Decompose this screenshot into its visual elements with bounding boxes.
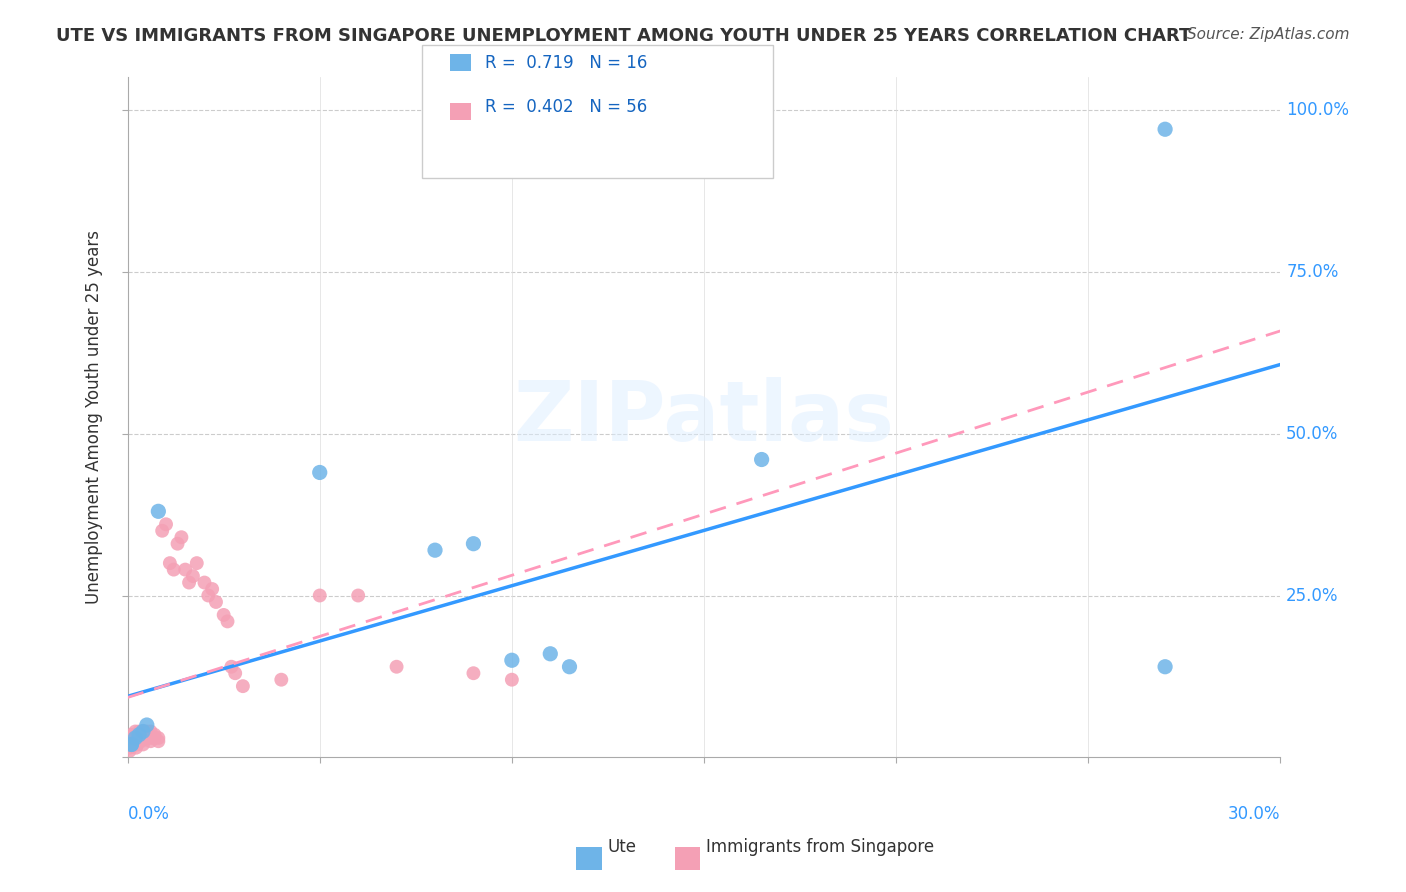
Point bbox=[132, 724, 155, 739]
Point bbox=[128, 724, 150, 739]
Point bbox=[148, 731, 170, 745]
Point bbox=[139, 731, 162, 745]
Point bbox=[385, 659, 408, 673]
Point bbox=[148, 504, 170, 518]
Point bbox=[143, 728, 166, 742]
Text: Immigrants from Singapore: Immigrants from Singapore bbox=[706, 838, 934, 856]
Text: 100.0%: 100.0% bbox=[1286, 101, 1350, 119]
Point bbox=[558, 659, 581, 673]
Point bbox=[217, 615, 239, 629]
Point bbox=[538, 647, 561, 661]
Point bbox=[120, 734, 142, 748]
Point bbox=[148, 734, 170, 748]
Point bbox=[159, 556, 181, 570]
Point bbox=[501, 653, 523, 667]
Point bbox=[1154, 659, 1177, 673]
Point bbox=[124, 731, 146, 745]
Point bbox=[308, 466, 330, 480]
Point bbox=[150, 524, 173, 538]
Point bbox=[205, 595, 228, 609]
Point bbox=[124, 728, 146, 742]
Point bbox=[186, 556, 208, 570]
Point bbox=[129, 734, 152, 748]
Text: Source: ZipAtlas.com: Source: ZipAtlas.com bbox=[1187, 27, 1350, 42]
Point bbox=[170, 530, 193, 544]
Point bbox=[135, 718, 157, 732]
Text: R =  0.402   N = 56: R = 0.402 N = 56 bbox=[485, 98, 647, 116]
Point bbox=[751, 452, 773, 467]
Point bbox=[118, 740, 141, 755]
Point bbox=[139, 734, 162, 748]
Point bbox=[120, 738, 142, 752]
Text: ZIPatlas: ZIPatlas bbox=[513, 377, 894, 458]
Text: 25.0%: 25.0% bbox=[1286, 587, 1339, 605]
Point bbox=[128, 728, 150, 742]
Point bbox=[174, 563, 197, 577]
Point bbox=[143, 731, 166, 745]
Point bbox=[463, 537, 485, 551]
Point bbox=[122, 734, 145, 748]
Point bbox=[155, 517, 177, 532]
Point bbox=[224, 666, 246, 681]
Text: 0.0%: 0.0% bbox=[128, 805, 170, 823]
Point bbox=[124, 731, 146, 745]
Point bbox=[132, 731, 155, 745]
Text: 30.0%: 30.0% bbox=[1227, 805, 1281, 823]
Point bbox=[193, 575, 215, 590]
Point bbox=[120, 728, 142, 742]
Point bbox=[127, 738, 149, 752]
Point bbox=[132, 738, 155, 752]
Point bbox=[135, 728, 157, 742]
Point bbox=[501, 673, 523, 687]
Point bbox=[163, 563, 186, 577]
Point bbox=[197, 589, 219, 603]
Point bbox=[135, 731, 157, 745]
Point bbox=[120, 738, 142, 752]
Point bbox=[132, 724, 155, 739]
Text: Ute: Ute bbox=[607, 838, 637, 856]
Point bbox=[212, 607, 235, 622]
Text: 75.0%: 75.0% bbox=[1286, 263, 1339, 281]
Point bbox=[177, 575, 200, 590]
Point bbox=[270, 673, 292, 687]
Point bbox=[423, 543, 446, 558]
Point bbox=[118, 744, 141, 758]
Point bbox=[124, 724, 146, 739]
Text: UTE VS IMMIGRANTS FROM SINGAPORE UNEMPLOYMENT AMONG YOUTH UNDER 25 YEARS CORRELA: UTE VS IMMIGRANTS FROM SINGAPORE UNEMPLO… bbox=[56, 27, 1192, 45]
Point bbox=[128, 728, 150, 742]
Point bbox=[347, 589, 370, 603]
Point bbox=[139, 724, 162, 739]
Point bbox=[221, 659, 243, 673]
Text: R =  0.719   N = 16: R = 0.719 N = 16 bbox=[485, 54, 647, 71]
Point bbox=[166, 537, 188, 551]
Point bbox=[201, 582, 224, 596]
Point bbox=[463, 666, 485, 681]
Y-axis label: Unemployment Among Youth under 25 years: Unemployment Among Youth under 25 years bbox=[86, 230, 103, 605]
Point bbox=[308, 589, 330, 603]
Point bbox=[120, 738, 142, 752]
Point bbox=[135, 724, 157, 739]
Point bbox=[1154, 122, 1177, 136]
Point bbox=[120, 731, 142, 745]
Point bbox=[125, 740, 148, 755]
Point bbox=[128, 734, 150, 748]
Point bbox=[181, 569, 204, 583]
Point bbox=[121, 738, 143, 752]
Point bbox=[232, 679, 254, 693]
Point bbox=[128, 731, 150, 745]
Text: 50.0%: 50.0% bbox=[1286, 425, 1339, 442]
